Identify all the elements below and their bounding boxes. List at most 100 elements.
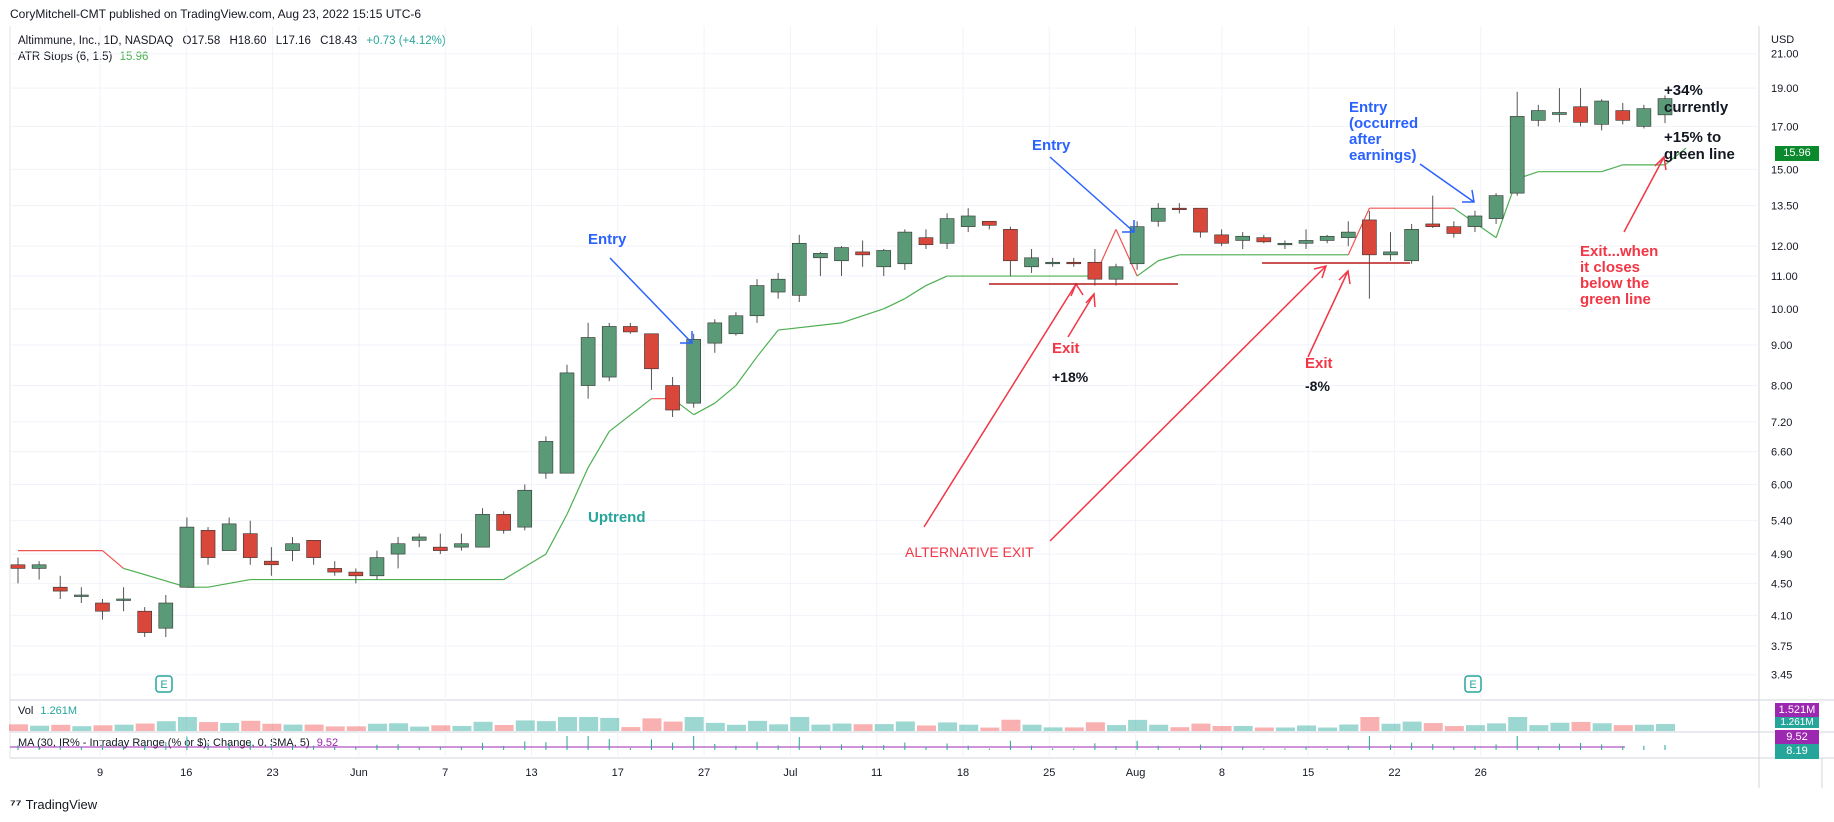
candle	[137, 607, 152, 637]
volume-bar	[1423, 723, 1443, 731]
candle	[1235, 232, 1250, 250]
candle-body	[1066, 261, 1082, 265]
entry-label-3-line2: (occurred	[1349, 115, 1418, 132]
candle	[1573, 88, 1588, 127]
volume-bar	[9, 724, 28, 731]
candle-body	[728, 315, 744, 335]
candle	[1150, 203, 1166, 227]
candle-body	[517, 489, 533, 528]
candle-body	[1509, 116, 1525, 194]
atr-stop-segment	[545, 514, 568, 555]
candle	[1277, 240, 1293, 250]
atr-stop-segment	[693, 402, 716, 416]
candle-body	[1277, 242, 1293, 246]
candle	[939, 213, 955, 250]
date-tick-label: 15	[1302, 767, 1314, 779]
candle	[95, 598, 110, 620]
high-value: H18.60	[229, 35, 267, 47]
candle	[1488, 193, 1504, 224]
atr-stop-segment	[503, 553, 547, 581]
volume-bar	[1592, 723, 1612, 731]
date-tick-label: 23	[266, 767, 278, 779]
volume-bar	[114, 724, 134, 731]
date-tick-label: 25	[1043, 767, 1055, 779]
candle-body	[1150, 207, 1166, 222]
date-tick-label: 13	[525, 767, 537, 779]
atr-stop-segment	[608, 398, 652, 432]
tradingview-logo[interactable]: ⁷⁷ TradingView	[10, 796, 97, 812]
candle	[116, 587, 131, 612]
volume-bar	[684, 717, 704, 731]
candle	[200, 527, 216, 565]
candle	[433, 533, 448, 555]
date-tick-label: Aug	[1126, 767, 1146, 779]
candle-body	[644, 333, 659, 370]
candle	[1172, 203, 1187, 214]
atr-stop-segment	[904, 285, 927, 300]
atr-stop-segment	[883, 298, 906, 310]
candle-body	[791, 242, 807, 296]
atr-stop-segment	[756, 329, 779, 358]
candle-body	[1003, 229, 1018, 262]
volume-bar	[748, 720, 768, 731]
volume-bar	[895, 721, 915, 731]
volume-bar	[410, 726, 430, 731]
ma-legend: MA (30, IR% - Intraday Range (% or $): C…	[18, 737, 338, 749]
volume-bar	[1275, 727, 1295, 731]
current-gain-line1: +34%	[1664, 82, 1703, 99]
earnings-marker-2[interactable]: E	[1464, 675, 1482, 693]
candle-body	[1129, 226, 1145, 265]
candle	[475, 508, 490, 548]
candle-body	[327, 568, 343, 573]
volume-bar	[1149, 724, 1169, 731]
candle-body	[137, 610, 152, 633]
candle	[496, 511, 511, 534]
candle-body	[1214, 234, 1229, 244]
volume-bar	[769, 724, 789, 731]
volume-bar	[1107, 725, 1126, 731]
candle	[1509, 91, 1525, 196]
candle	[1319, 234, 1335, 244]
earnings-marker-1[interactable]: E	[155, 675, 173, 693]
candle	[1425, 195, 1441, 228]
candle-body	[369, 557, 385, 577]
date-tick-label: 22	[1388, 767, 1400, 779]
candle	[897, 229, 913, 270]
atr-stop-segment	[1136, 260, 1159, 277]
candle	[665, 377, 680, 418]
volume-bar	[959, 724, 979, 731]
date-tick-label: 7	[442, 767, 448, 779]
date-tick-label: 17	[612, 767, 624, 779]
candle-body	[1172, 207, 1187, 210]
candle	[348, 568, 364, 584]
atr-stop-segment	[841, 308, 884, 324]
volume-bar	[452, 725, 472, 731]
candle-body	[855, 251, 870, 256]
volume-bar	[790, 717, 810, 731]
candle-body	[179, 526, 195, 588]
symbol-legend: Altimmune, Inc., 1D, NASDAQ O17.58 H18.6…	[18, 35, 446, 47]
volume-legend: Vol 1.261M	[18, 705, 77, 717]
volume-bar	[1550, 722, 1570, 731]
candle-body	[1340, 231, 1356, 238]
volume-bar	[93, 725, 113, 731]
candle-body	[264, 560, 279, 566]
candle-body	[770, 278, 786, 293]
candle-body	[158, 602, 174, 629]
volume-bar	[1465, 725, 1485, 731]
price-tick-label: 9.00	[1771, 340, 1792, 352]
volume-bar	[1297, 725, 1317, 731]
candle	[1467, 210, 1483, 233]
open-value: O17.58	[182, 35, 221, 47]
candle	[1024, 249, 1039, 273]
alternative-exit-label: ALTERNATIVE EXIT	[905, 544, 1034, 560]
volume-bar	[853, 724, 873, 731]
atr-stop-segment	[778, 322, 842, 331]
ma-label: MA (30, IR% - Intraday Range (% or $): C…	[18, 737, 310, 749]
volume-bar	[811, 724, 831, 731]
candle-body	[1488, 195, 1504, 219]
symbol-name: Altimmune, Inc., 1D, NASDAQ	[18, 35, 174, 47]
volume-value: 1.261M	[40, 705, 78, 717]
volume-bar	[832, 723, 852, 731]
